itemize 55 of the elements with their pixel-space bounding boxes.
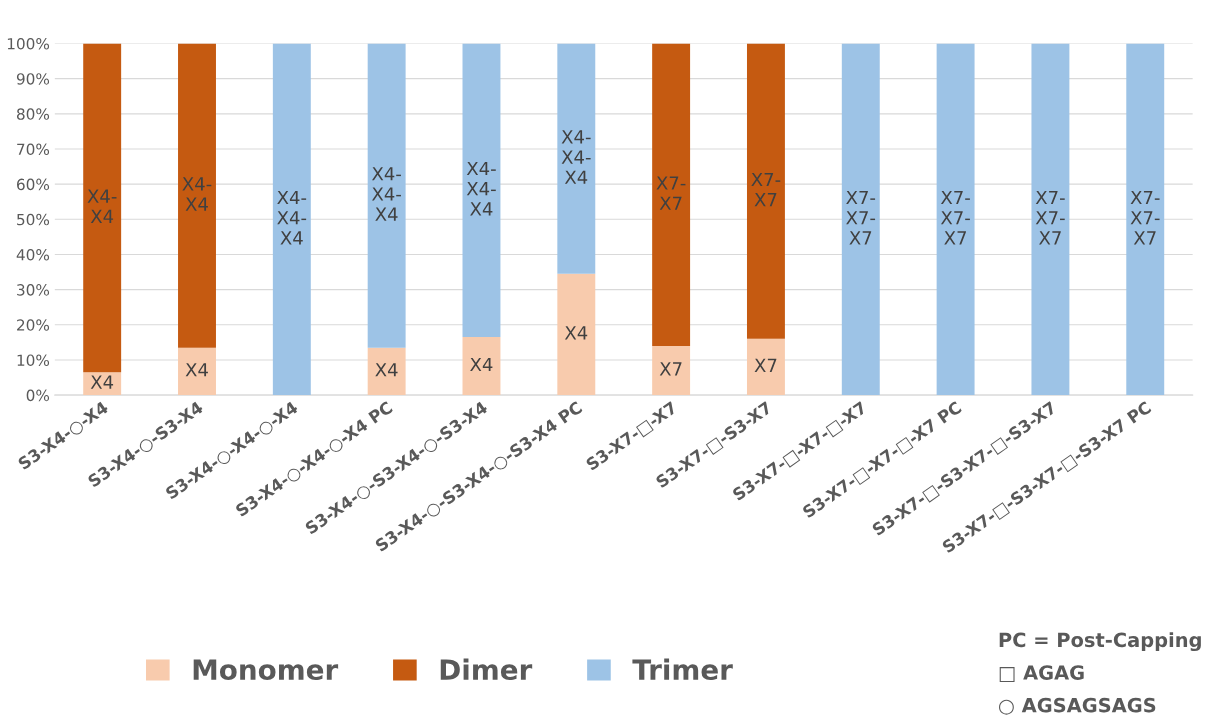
data-label: X4 [564,326,588,340]
data-label: X7 [659,362,682,376]
y-tick-label: 50% [17,213,50,226]
text: ○ AGSAGSAGS [999,697,1156,715]
data-label: X4- X4- X4 [561,130,591,184]
bar [652,345,691,396]
y-tick-label: 30% [17,284,50,296]
bar [83,372,122,396]
bar [462,43,501,338]
data-label: X4 [470,357,493,372]
bar [83,43,122,373]
data-label: X4- X4- X4 [466,161,496,216]
y-tick-label: 70% [17,143,50,156]
bar [178,43,216,348]
y-tick-label: 90% [16,73,50,85]
y-tick-label: 100% [7,37,50,50]
bar [746,338,785,396]
bar [1126,43,1165,396]
data-label: X4- X4 [87,189,117,223]
data-label: X7- X7- X7 [1130,190,1160,245]
data-label: X7- X7- X7 [846,190,876,245]
data-label: X4- X4- X4 [372,167,401,221]
bar [557,43,596,274]
bar [746,43,785,339]
bar [178,347,216,396]
data-label: X4- X4 [182,177,212,211]
data-label: X4 [375,363,398,377]
y-tick-label: 60% [17,178,50,191]
data-label: X4 [90,375,114,389]
data-label: X7- X7 [751,172,781,207]
text: □ AGAG [999,665,1084,683]
bar [652,43,691,346]
bar [841,43,880,396]
bar [272,43,311,396]
y-tick-label: 0% [26,389,50,402]
data-label: X7- X7- X7 [940,190,970,245]
bar [936,43,975,396]
text: PC = Post-Capping [999,632,1201,652]
bar [367,43,406,348]
bar [557,273,596,396]
bar [367,347,406,396]
y-tick-label: 20% [17,319,50,331]
bar [462,337,501,396]
y-tick-label: 80% [16,108,50,120]
bar [1031,43,1070,396]
y-tick-label: 40% [16,248,50,261]
legend-label: Dimer [440,658,533,681]
legend-label: Monomer [193,659,339,681]
data-label: X4 [185,363,208,377]
data-label: X7- X7 [656,176,686,210]
data-label: X7- X7- X7 [1035,190,1065,245]
legend-label: Trimer [632,658,733,681]
data-label: X4- X4- X4 [277,190,307,245]
data-label: X7 [754,358,777,372]
y-tick-label: 10% [17,354,50,366]
